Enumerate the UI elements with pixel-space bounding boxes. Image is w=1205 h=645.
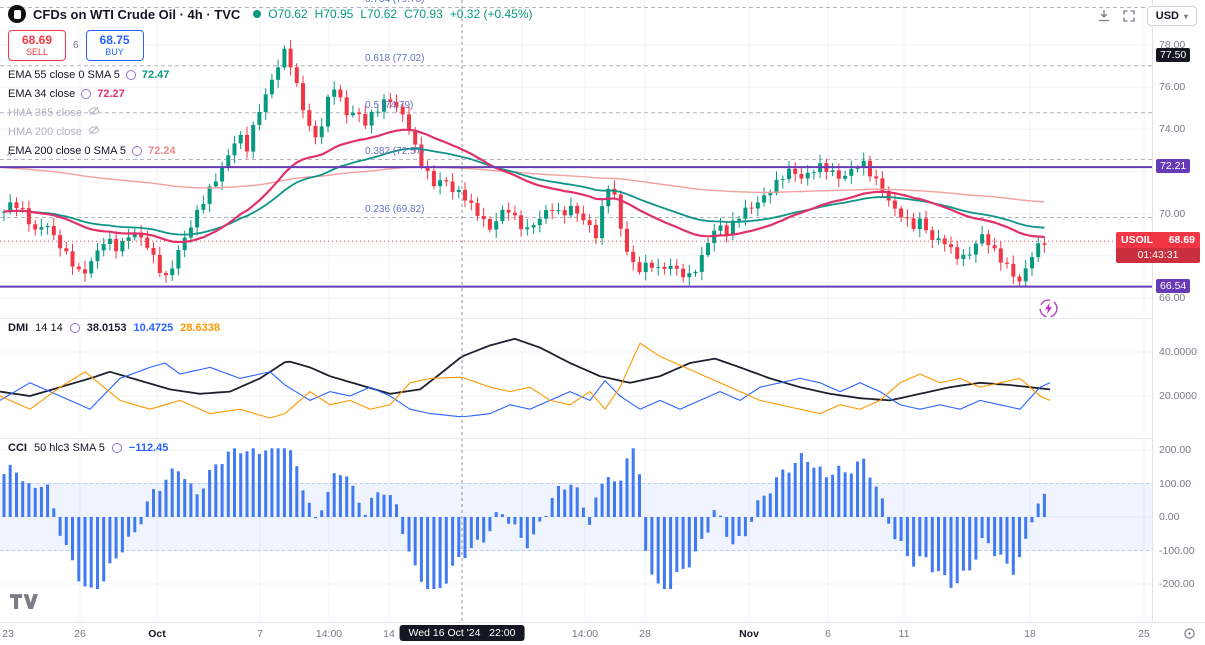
minus-di-value: 28.6338 <box>180 322 220 334</box>
cci-value: −112.45 <box>128 442 169 454</box>
price-axis-label: 74.00 <box>1159 123 1186 136</box>
sell-price: 68.69 <box>21 33 53 47</box>
crosshair-time-badge: Wed 16 Oct '24 22:00 <box>399 625 525 641</box>
open-value: O70.62 <box>268 7 308 21</box>
time-axis-label: Oct <box>148 628 166 640</box>
last-price-value: 68.69 <box>1168 234 1195 247</box>
market-status-dot <box>253 10 262 18</box>
eye-off-icon[interactable] <box>88 105 100 120</box>
last-price-badge: USOIL 68.69 01:43:31 <box>1116 232 1200 264</box>
scale-settings-icon[interactable] <box>1183 627 1196 645</box>
indicator-row-ema200[interactable]: EMA 200 close 0 SMA 5 72.24 <box>8 141 540 160</box>
cci-axis-label: -100.00 <box>1159 544 1195 557</box>
currency-label: USD <box>1155 10 1179 22</box>
indicator-status-icon <box>81 88 92 99</box>
bar-countdown: 01:43:31 <box>1116 248 1200 264</box>
cci-legend[interactable]: CCI 50 hlc3 SMA 5 −112.45 <box>8 442 168 454</box>
high-value: H70.95 <box>314 7 354 21</box>
currency-selector[interactable]: USD ▾ <box>1146 6 1197 26</box>
dmi-axis-label: 20.0000 <box>1159 390 1197 402</box>
indicator-status-icon <box>111 443 122 453</box>
cci-axis-label: 0.00 <box>1159 511 1180 523</box>
time-axis-label: 14:00 <box>315 628 343 640</box>
indicator-value: 72.24 <box>148 144 176 157</box>
dmi-axis-label: 40.0000 <box>1159 346 1197 358</box>
indicator-name: EMA 34 close <box>8 87 76 100</box>
indicator-status-icon <box>125 69 136 80</box>
price-axis-label: 76.00 <box>1159 81 1186 94</box>
dmi-params: 14 14 <box>35 322 63 334</box>
indicator-value: 72.27 <box>97 87 125 100</box>
time-axis-label: 18 <box>1024 628 1036 640</box>
indicator-row-hma365[interactable]: HMA 365 close <box>8 103 540 122</box>
sell-button[interactable]: 68.69 SELL <box>8 30 66 61</box>
symbol-legend: CFDs on WTI Crude Oil · 4h · TVC O70.62 H… <box>8 5 540 160</box>
cci-axis-label: 100.00 <box>1159 477 1192 490</box>
price-level-badge: 77.50 <box>1156 47 1191 62</box>
indicator-status-icon <box>132 145 143 156</box>
buy-price: 68.75 <box>99 33 130 47</box>
last-price-symbol: USOIL <box>1121 234 1154 247</box>
buy-button[interactable]: 68.75 BUY <box>85 30 144 61</box>
indicator-row-ema55[interactable]: EMA 55 close 0 SMA 5 72.47 <box>8 65 540 84</box>
low-value: L70.62 <box>360 7 398 21</box>
indicator-row-hma200[interactable]: HMA 200 close <box>8 122 540 141</box>
cci-name: CCI <box>8 442 27 454</box>
instrument-logo-icon <box>8 5 26 23</box>
time-axis-label: 28 <box>639 628 651 640</box>
time-axis-label: 14:00 <box>571 628 599 640</box>
time-axis-label: Nov <box>739 628 759 640</box>
close-value: C70.93 <box>404 7 443 21</box>
price-axis[interactable]: 78.00 76.00 74.00 70.00 66.00 77.50 72.21 66.54… <box>1152 0 1205 622</box>
cci-params: 50 hlc3 SMA 5 <box>33 442 105 454</box>
time-axis-label: 7 <box>257 628 263 640</box>
time-axis-label: 23 <box>2 628 14 640</box>
change-value: +0.32 (+0.45%) <box>449 7 533 21</box>
indicator-value: 72.47 <box>141 68 170 81</box>
plus-di-value: 10.4725 <box>133 322 174 334</box>
indicator-row-ema34[interactable]: EMA 34 close 72.27 <box>8 84 540 103</box>
eye-off-icon[interactable] <box>88 124 100 139</box>
indicator-name: EMA 55 close 0 SMA 5 <box>8 68 120 81</box>
chevron-down-icon: ▾ <box>1183 11 1188 21</box>
spread-value: 6 <box>73 40 79 51</box>
price-axis-label: 66.00 <box>1159 291 1186 304</box>
indicator-name: HMA 200 close <box>8 125 82 138</box>
time-axis-label: 14 <box>383 628 395 640</box>
time-axis-label: 11 <box>898 628 910 640</box>
download-icon[interactable] <box>1097 9 1111 23</box>
indicator-name: HMA 365 close <box>8 106 82 119</box>
price-level-badge: 72.21 <box>1156 159 1191 174</box>
price-level-badge: 66.54 <box>1156 278 1191 293</box>
indicator-name: EMA 200 close 0 SMA 5 <box>8 144 127 157</box>
buy-label: BUY <box>105 47 124 57</box>
dmi-name: DMI <box>8 322 29 334</box>
time-axis-label: 26 <box>74 628 86 640</box>
symbol-title[interactable]: CFDs on WTI Crude Oil · 4h · TVC <box>33 6 241 22</box>
cci-axis-label: 200.00 <box>1159 444 1192 456</box>
time-axis-label: 6 <box>825 628 831 640</box>
dmi-legend[interactable]: DMI 14 14 38.0153 10.4725 28.6338 <box>8 322 220 334</box>
fullscreen-icon[interactable] <box>1122 9 1136 23</box>
ohlc-values: O70.62 H70.95 L70.62 C70.93 +0.32 (+0.45%) <box>268 5 539 23</box>
time-axis-label: 25 <box>1138 628 1150 640</box>
legend-collapse-chevron-icon[interactable]: ∧ <box>6 148 13 158</box>
indicator-status-icon <box>69 323 80 333</box>
top-toolbar: USD ▾ <box>1097 6 1197 26</box>
price-axis-label: 70.00 <box>1159 207 1186 220</box>
cci-axis-label: -200.00 <box>1159 578 1195 590</box>
instant-trading-button[interactable] <box>1038 298 1059 319</box>
sell-label: SELL <box>25 47 49 57</box>
adx-value: 38.0153 <box>86 322 127 334</box>
tradingview-logo[interactable] <box>10 594 38 615</box>
